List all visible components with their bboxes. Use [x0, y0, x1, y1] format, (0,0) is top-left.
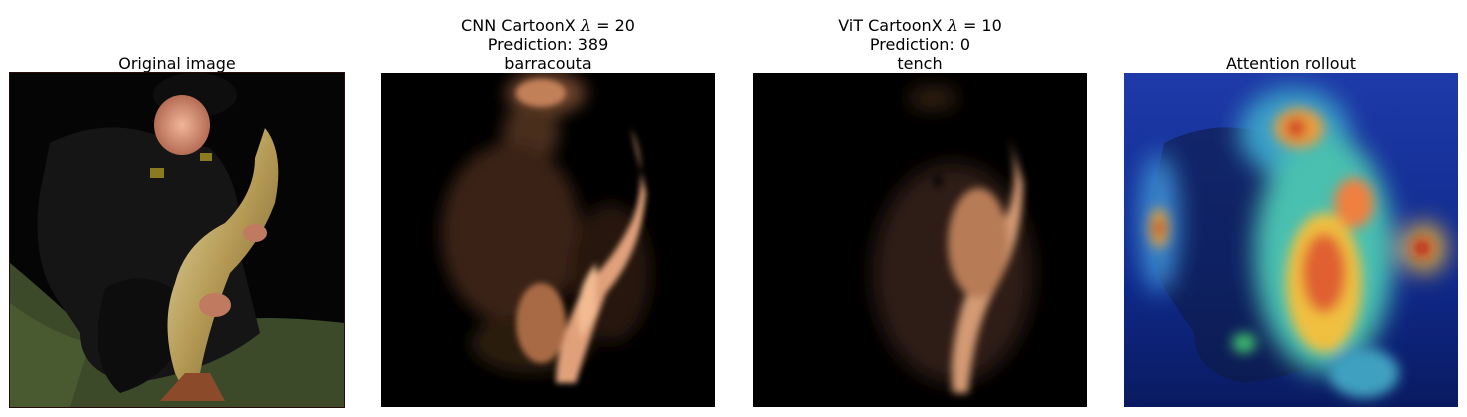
- title-line-class: tench: [897, 54, 943, 73]
- lambda-symbol: λ: [580, 16, 591, 35]
- title-line-class: barracouta: [504, 54, 592, 73]
- lambda-value: = 10: [962, 16, 1002, 35]
- title-line: Attention rollout: [1225, 54, 1357, 73]
- panel-title: ViT CartoonX λ = 10 Prediction: 0 tench: [753, 16, 1087, 73]
- method-label: CNN CartoonX: [461, 16, 581, 35]
- cnn-cartoonx-mask: [381, 73, 715, 407]
- lambda-symbol: λ: [947, 16, 958, 35]
- original-photo: [9, 72, 345, 408]
- method-label: ViT CartoonX: [838, 16, 948, 35]
- title-line-prediction: Prediction: 0: [869, 35, 971, 54]
- panel-attention-rollout: Attention rollout: [1124, 0, 1458, 417]
- panel-title: Attention rollout: [1124, 54, 1458, 73]
- panel-title: Original image: [10, 54, 344, 73]
- lambda-value: = 20: [596, 16, 635, 35]
- title-line-prediction: Prediction: 389: [487, 35, 609, 54]
- panel-cnn-cartoonx: CNN CartoonX λ = 20 Prediction: 389 barr…: [381, 0, 715, 417]
- panel-original-image: Original image: [9, 0, 345, 417]
- vit-cartoonx-mask: [753, 73, 1087, 407]
- title-line-method: ViT CartoonX λ = 10: [753, 16, 1087, 35]
- attention-rollout-heatmap: [1124, 73, 1458, 407]
- panel-vit-cartoonx: ViT CartoonX λ = 10 Prediction: 0 tench: [753, 0, 1087, 417]
- panel-title: CNN CartoonX λ = 20 Prediction: 389 barr…: [381, 16, 715, 73]
- title-line: Original image: [118, 54, 236, 73]
- title-line-method: CNN CartoonX λ = 20: [381, 16, 715, 35]
